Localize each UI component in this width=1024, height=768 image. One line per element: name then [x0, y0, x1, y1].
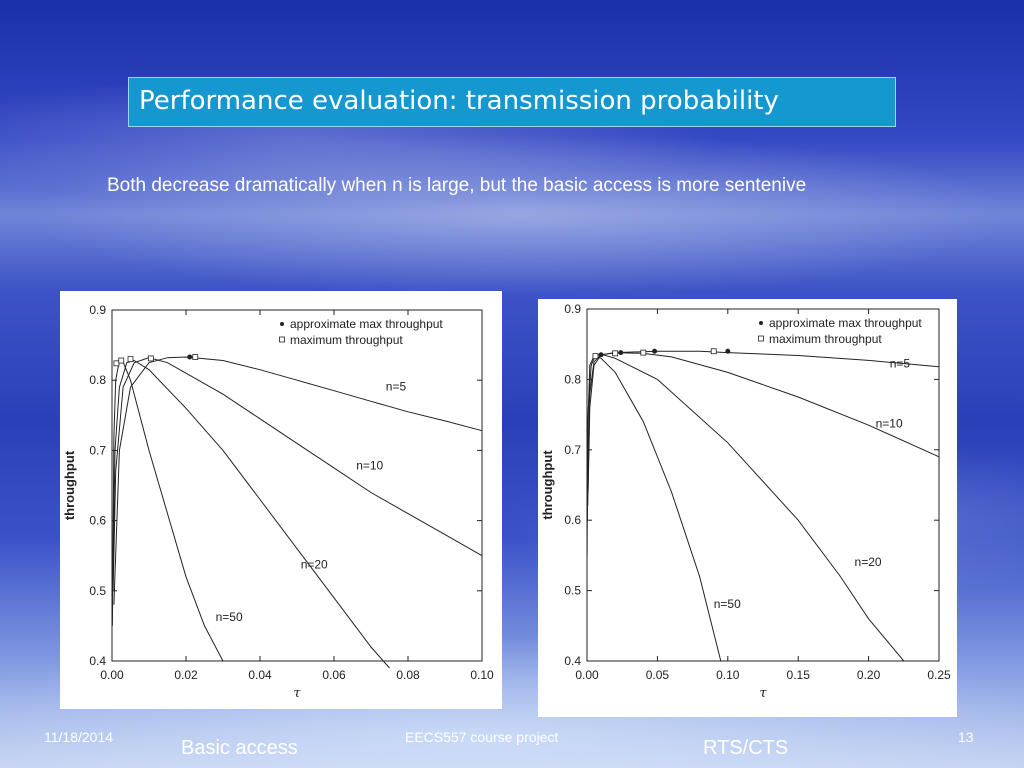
x-tick-label: 0.15 [787, 668, 811, 682]
x-axis-label: τ [759, 686, 767, 701]
y-tick-label: 0.4 [89, 654, 106, 668]
approx-max-throughput-point [725, 348, 731, 354]
footer-page-number: 13 [958, 729, 974, 745]
series-line-n-20 [586, 353, 905, 662]
y-axis-label: throughput [62, 450, 77, 520]
x-tick-label: 0.02 [174, 668, 198, 682]
legend-max-marker [758, 335, 764, 342]
x-tick-label: 0.04 [248, 668, 272, 682]
legend-approx-label: approximate max throughput [290, 317, 443, 331]
y-tick-label: 0.6 [89, 514, 106, 528]
x-tick-label: 0.05 [646, 668, 670, 682]
maximum-throughput-point [592, 353, 599, 360]
legend-max-marker [279, 336, 285, 343]
curve-annotation: n=50 [714, 597, 741, 611]
maximum-throughput-point [710, 348, 717, 355]
slide-title-box: Performance evaluation: transmission pro… [128, 77, 896, 127]
series-line-n-5 [113, 356, 483, 605]
approx-max-throughput-point [618, 350, 624, 356]
legend-max-label: maximum throughput [769, 332, 882, 346]
caption-rts-cts: RTS/CTS [703, 737, 789, 759]
y-tick-label: 0.7 [564, 443, 581, 457]
approx-max-throughput-point [652, 348, 658, 354]
series-line-n-20 [112, 359, 390, 669]
x-tick-label: 0.08 [396, 668, 420, 682]
maximum-throughput-point [640, 349, 647, 356]
y-tick-label: 0.8 [564, 372, 581, 386]
x-tick-label: 0.25 [927, 668, 951, 682]
approx-max-throughput-point [598, 352, 604, 358]
legend-max-label: maximum throughput [290, 333, 403, 347]
curve-annotation: n=5 [386, 380, 407, 394]
y-tick-label: 0.6 [564, 513, 581, 527]
curve-annotation: n=10 [356, 458, 383, 472]
x-axis-label: τ [293, 686, 301, 701]
curve-annotation: n=50 [216, 610, 243, 624]
y-tick-label: 0.5 [564, 584, 581, 598]
basic-access-chart: 0.00 0.02 0.04 0.06 0.08 0.10 0.4 0.5 0.6 0.7 0.8 0… [62, 303, 494, 701]
curve-annotation: n=5 [890, 356, 911, 370]
y-tick-label: 0.7 [89, 443, 106, 457]
y-axis-label: throughput [540, 450, 555, 520]
x-tick-label: 0.10 [470, 668, 494, 682]
maximum-throughput-point [147, 355, 154, 362]
legend-approx-label: approximate max throughput [769, 316, 922, 330]
footer-date: 11/18/2014 [44, 729, 114, 745]
slide-subtitle: Both decrease dramatically when n is lar… [107, 175, 807, 196]
curve-annotation: n=10 [876, 416, 903, 430]
rts-cts-chart-panel: 0.00 0.05 0.10 0.15 0.20 0.25 0.4 0.5 0.6 0.7 0.8 0… [538, 299, 957, 717]
series-line-n-10 [112, 357, 483, 591]
series-line-n-50 [586, 355, 722, 662]
rts-cts-chart: 0.00 0.05 0.10 0.15 0.20 0.25 0.4 0.5 0.6 0.7 0.8 0… [540, 302, 951, 701]
maximum-throughput-point [192, 354, 199, 360]
maximum-throughput-point [612, 350, 619, 357]
legend-approx-marker [759, 321, 763, 325]
basic-access-chart-panel: 0.00 0.02 0.04 0.06 0.08 0.10 0.4 0.5 0.6 0.7 0.8 0… [60, 291, 502, 709]
series-line-n-5 [587, 350, 940, 493]
y-tick-label: 0.8 [89, 373, 106, 387]
series-line-n-50 [111, 359, 224, 662]
x-tick-label: 0.00 [575, 668, 599, 682]
x-tick-label: 0.20 [857, 668, 881, 682]
curve-annotation: n=20 [301, 557, 328, 571]
slide-title: Performance evaluation: transmission pro… [139, 86, 779, 116]
x-tick-label: 0.00 [100, 668, 124, 682]
caption-basic-access: Basic access [181, 737, 298, 759]
y-tick-label: 0.4 [564, 654, 581, 668]
maximum-throughput-point [113, 360, 120, 367]
maximum-throughput-point [127, 356, 134, 363]
x-tick-label: 0.10 [716, 668, 740, 682]
y-tick-label: 0.9 [564, 302, 581, 316]
approx-max-throughput-point [187, 354, 193, 360]
plot-frame [111, 309, 483, 662]
legend-approx-marker [280, 322, 284, 326]
footer-course: EECS557 course project [405, 729, 559, 745]
y-tick-label: 0.5 [89, 584, 106, 598]
x-tick-label: 0.06 [322, 668, 346, 682]
y-tick-label: 0.9 [89, 303, 106, 317]
curve-annotation: n=20 [855, 555, 882, 569]
maximum-throughput-point [118, 357, 125, 364]
